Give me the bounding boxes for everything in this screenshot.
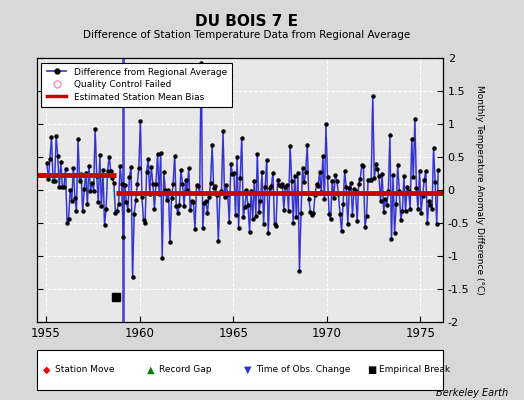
Text: Time of Obs. Change: Time of Obs. Change — [256, 366, 350, 374]
Text: DU BOIS 7 E: DU BOIS 7 E — [195, 14, 298, 29]
Legend: Difference from Regional Average, Quality Control Failed, Estimated Station Mean: Difference from Regional Average, Qualit… — [41, 62, 232, 107]
Text: ▲: ▲ — [147, 365, 154, 375]
Text: Record Gap: Record Gap — [159, 366, 211, 374]
Text: ■: ■ — [367, 365, 376, 375]
Text: Berkeley Earth: Berkeley Earth — [436, 388, 508, 398]
Text: Empirical Break: Empirical Break — [379, 366, 450, 374]
Text: ◆: ◆ — [43, 365, 50, 375]
Text: Difference of Station Temperature Data from Regional Average: Difference of Station Temperature Data f… — [83, 30, 410, 40]
Text: Station Move: Station Move — [55, 366, 115, 374]
Y-axis label: Monthly Temperature Anomaly Difference (°C): Monthly Temperature Anomaly Difference (… — [475, 85, 484, 295]
Text: ▼: ▼ — [244, 365, 251, 375]
